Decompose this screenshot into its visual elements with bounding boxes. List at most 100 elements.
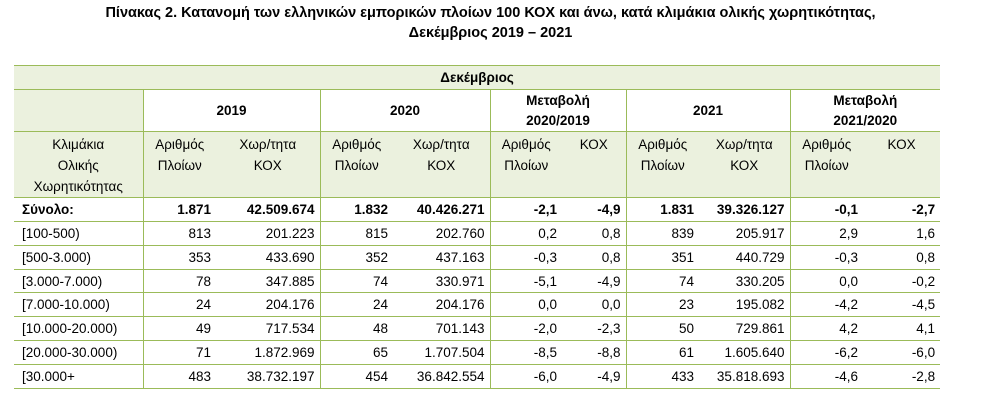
count-2019-cell: 1.871	[142, 197, 216, 222]
gt-2021-header: Χωρ/τητα ΚΟΧ	[715, 137, 773, 173]
gt-2020-cell: 40.426.271	[416, 202, 485, 217]
count-2019-cell: 813	[142, 221, 216, 246]
year-header-row: 2019 2020 Μεταβολή 2020/2019 2021 Μεταβο…	[14, 89, 941, 132]
gt-2019-header: Χωρ/τητα ΚΟΧ	[239, 137, 297, 173]
change2-kox-cell: -2,8	[911, 369, 936, 384]
change2-kox-cell: -4,5	[911, 297, 936, 312]
range-cell: [500-3.000)	[22, 250, 92, 265]
ships-table: Δεκέμβριος 2019 2020 Μεταβολή 2020/2019 …	[14, 65, 941, 389]
count-2019-cell: 49	[142, 316, 216, 341]
count-2020-cell: 48	[319, 316, 393, 341]
table-row: [500-3.000) 353 433.690 352 437.163 -0,3 0,8 35…	[14, 245, 941, 270]
count-2021-cell: 74	[625, 269, 699, 293]
change2-kox-cell: 4,1	[916, 321, 936, 336]
gt-2020-cell: 1.707.504	[424, 345, 485, 360]
change2-kox-header: ΚΟΧ	[887, 137, 916, 152]
count-2021-cell: 351	[625, 245, 699, 270]
count-2020-cell: 454	[319, 364, 393, 389]
gt-2021-cell: 1.605.640	[724, 345, 785, 360]
change2-kox-cell: -6,0	[911, 345, 936, 360]
change1-kox-cell: 0,0	[601, 297, 621, 312]
count-2019-cell: 78	[142, 269, 216, 293]
change1-kox-header: ΚΟΧ	[579, 137, 608, 152]
change1-kox-cell: -2,3	[597, 321, 621, 336]
count-2021-cell: 433	[625, 364, 699, 389]
change2-count-cell: -0,3	[789, 245, 863, 270]
range-cell: [10.000-20.000)	[22, 321, 118, 336]
change1-kox-cell: -4,9	[597, 273, 621, 289]
change1-count-header: Αριθμός Πλοίων	[489, 131, 562, 198]
gt-2020-cell: 701.143	[435, 321, 485, 336]
gt-2021-cell: 205.917	[735, 226, 785, 241]
count-2021-cell: 61	[625, 340, 699, 365]
range-cell: [30.000+	[22, 369, 75, 384]
table-row: [100-500) 813 201.223 815 202.760 0,2 0,8 839 20…	[14, 221, 941, 246]
change2-count-cell: -0,1	[789, 197, 863, 222]
change-2021-2020-header: Μεταβολή 2021/2020	[789, 89, 941, 132]
count-2020-cell: 74	[319, 269, 393, 293]
gt-2019-cell: 38.732.197	[246, 369, 315, 384]
gt-2021-cell: 35.818.693	[716, 369, 785, 384]
table-row: [20.000-30.000) 71 1.872.969 65 1.707.504 -8,…	[14, 340, 941, 365]
table-row: [30.000+ 483 38.732.197 454 36.842.554 -6,0 -4…	[14, 364, 941, 389]
sub-header-row: Κλιμάκια Ολικής Χωρητικότητας Αριθμός Πλ…	[14, 131, 941, 198]
count-2021-cell: 50	[625, 316, 699, 341]
count-2021-cell: 1.831	[625, 197, 699, 222]
change1-count-cell: -0,3	[489, 245, 562, 270]
change1-count-cell: -6,0	[489, 364, 562, 389]
change2-kox-cell: 1,6	[916, 226, 936, 241]
month-header: Δεκέμβριος	[440, 70, 514, 85]
gt-2020-cell: 36.842.554	[416, 369, 485, 384]
change1-count-cell: -2,0	[489, 316, 562, 341]
gt-2021-cell: 195.082	[735, 297, 785, 312]
year-2021-header: 2021	[625, 89, 790, 132]
change-2020-2019-header: Μεταβολή 2020/2019	[489, 89, 626, 132]
change1-kox-cell: -4,9	[597, 369, 621, 384]
count-2020-cell: 352	[319, 245, 393, 270]
change1-count-cell: -2,1	[489, 197, 562, 222]
change2-count-cell: -6,2	[789, 340, 863, 365]
gt-2019-cell: 433.690	[265, 250, 315, 265]
change2-kox-cell: -2,7	[911, 202, 936, 217]
change1-count-cell: 0,0	[489, 292, 562, 317]
total-row: Σύνολο: 1.871 42.509.674 1.832 40.426.271 -2,…	[14, 197, 941, 222]
range-cell: [3.000-7.000)	[22, 273, 103, 289]
gt-2019-cell: 347.885	[265, 273, 315, 289]
gt-2019-cell: 42.509.674	[246, 202, 315, 217]
change1-kox-cell: -4,9	[597, 202, 621, 217]
gt-2020-cell: 202.760	[435, 226, 485, 241]
table-title-line2: Δεκέμβριος 2019 – 2021	[408, 25, 573, 41]
change2-count-header: Αριθμός Πλοίων	[789, 131, 863, 198]
gt-2021-cell: 729.861	[735, 321, 785, 336]
gt-2019-cell: 717.534	[265, 321, 315, 336]
change1-count-cell: -5,1	[489, 269, 562, 293]
table-title-line1: Πίνακας 2. Κατανομή των ελληνικών εμπορι…	[105, 5, 876, 21]
count-2019-cell: 24	[142, 292, 216, 317]
range-cell: [20.000-30.000)	[22, 345, 118, 360]
change1-kox-cell: 0,8	[601, 226, 621, 241]
gt-2021-cell: 330.205	[735, 273, 785, 289]
count-2020-cell: 24	[319, 292, 393, 317]
table-row: [3.000-7.000) 78 347.885 74 330.971 -5,1 -4,9 7…	[14, 269, 941, 293]
gt-2020-cell: 330.971	[435, 273, 485, 289]
change1-kox-cell: 0,8	[601, 250, 621, 265]
gt-2020-cell: 437.163	[435, 250, 485, 265]
range-cell: Σύνολο:	[22, 202, 74, 217]
month-header-row: Δεκέμβριος	[14, 65, 941, 90]
corner-cell	[14, 89, 143, 132]
count-2019-header: Αριθμός Πλοίων	[142, 131, 216, 198]
gt-2019-cell: 1.872.969	[254, 345, 315, 360]
count-2019-cell: 483	[142, 364, 216, 389]
change2-count-cell: 2,9	[789, 221, 863, 246]
change2-kox-cell: 0,8	[916, 250, 936, 265]
gt-2021-cell: 440.729	[735, 250, 785, 265]
gt-2020-cell: 204.176	[435, 297, 485, 312]
count-2021-cell: 23	[625, 292, 699, 317]
change2-count-cell: 4,2	[789, 316, 863, 341]
gt-2019-cell: 201.223	[265, 226, 315, 241]
gt-2019-cell: 204.176	[265, 297, 315, 312]
change1-kox-cell: -8,8	[597, 345, 621, 360]
count-2020-header: Αριθμός Πλοίων	[319, 131, 393, 198]
change2-count-cell: -4,2	[789, 292, 863, 317]
range-column-header: Κλιμάκια Ολικής Χωρητικότητας	[33, 137, 123, 194]
